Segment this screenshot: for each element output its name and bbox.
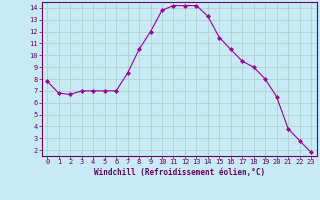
X-axis label: Windchill (Refroidissement éolien,°C): Windchill (Refroidissement éolien,°C) bbox=[94, 168, 265, 177]
